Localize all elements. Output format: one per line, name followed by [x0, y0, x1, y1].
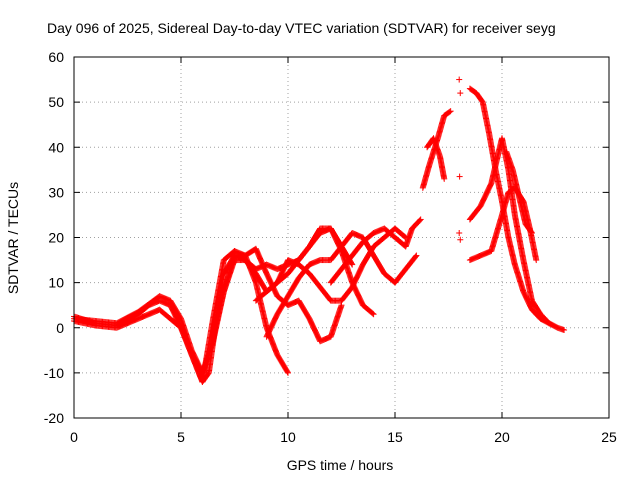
x-tick-label: 10 [280, 429, 296, 445]
y-tick-label: 30 [48, 184, 64, 200]
y-tick-label: 50 [48, 94, 64, 110]
x-tick-label: 15 [387, 429, 403, 445]
y-tick-labels: -20 -10 0 10 20 30 40 50 60 [44, 49, 64, 426]
data-point-sat-b [348, 260, 355, 267]
x-tick-label: 25 [601, 429, 617, 445]
y-tick-label: 40 [48, 139, 64, 155]
data-point-outliers [456, 229, 463, 236]
chart-title: Day 096 of 2025, Sidereal Day-to-day VTE… [47, 20, 556, 36]
y-tick-label: 0 [56, 320, 64, 336]
data-points [71, 76, 568, 385]
y-axis-label: SDTVAR / TECUs [5, 182, 21, 294]
x-tick-labels: 0 5 10 15 20 25 [70, 429, 617, 445]
data-point-sat-b [349, 261, 356, 268]
data-point-outliers [457, 90, 464, 97]
y-tick-label: -10 [44, 365, 64, 381]
x-tick-label: 5 [177, 429, 185, 445]
y-tick-label: 60 [48, 49, 64, 65]
x-axis-label: GPS time / hours [287, 457, 394, 473]
data-point-outliers [456, 76, 463, 83]
x-tick-label: 20 [494, 429, 510, 445]
x-tick-label: 0 [70, 429, 78, 445]
y-tick-label: 20 [48, 230, 64, 246]
y-tick-label: -20 [44, 410, 64, 426]
data-point-outliers [456, 173, 463, 180]
y-tick-label: 10 [48, 275, 64, 291]
